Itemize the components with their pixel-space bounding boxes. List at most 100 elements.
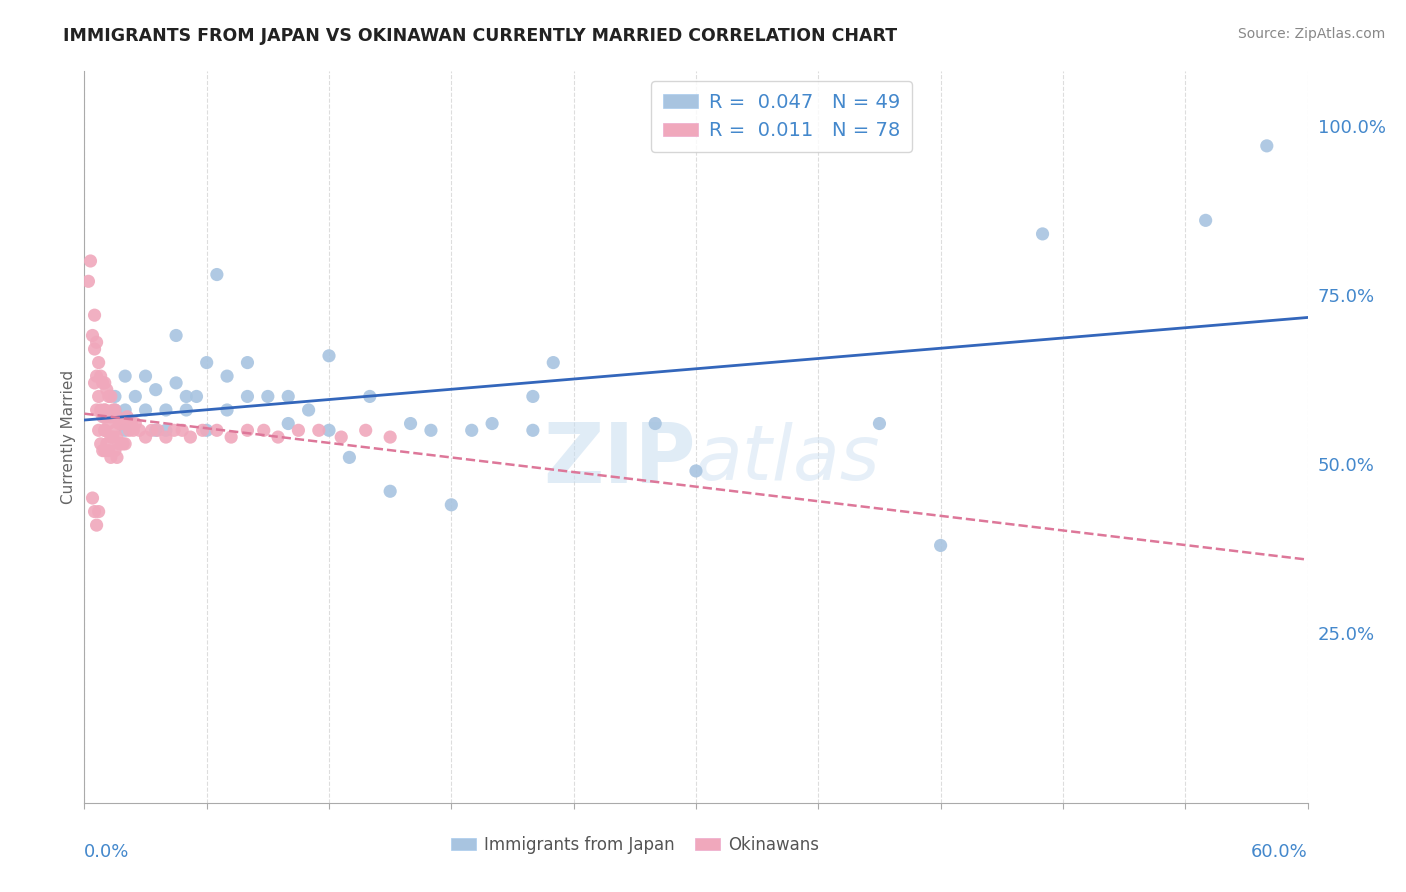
Point [93, 443, 115, 458]
Point [122, 423, 145, 437]
Point [145, 423, 167, 437]
Point [318, 349, 340, 363]
Point [86, 403, 108, 417]
Point [179, 430, 201, 444]
Point [104, 423, 127, 437]
Point [100, 389, 122, 403]
Point [101, 430, 124, 444]
Point [93, 403, 115, 417]
Point [93, 423, 115, 437]
Point [359, 389, 381, 403]
Point [97, 417, 120, 431]
Point [287, 423, 309, 437]
Point [110, 437, 132, 451]
Point [318, 423, 340, 437]
Point [124, 389, 146, 403]
Point [93, 409, 115, 424]
Point [97, 389, 120, 403]
Text: IMMIGRANTS FROM JAPAN VS OKINAWAN CURRENTLY MARRIED CORRELATION CHART: IMMIGRANTS FROM JAPAN VS OKINAWAN CURREN… [63, 27, 897, 45]
Point [172, 423, 194, 437]
Point [83, 342, 105, 356]
Point [195, 423, 218, 437]
Point [1256, 139, 1278, 153]
Point [330, 430, 353, 444]
Point [96, 437, 118, 451]
Point [87, 423, 110, 437]
Point [104, 443, 127, 458]
Point [165, 376, 187, 390]
Point [86, 335, 108, 350]
Point [91, 376, 114, 390]
Point [110, 417, 132, 431]
Point [644, 417, 666, 431]
Point [929, 538, 952, 552]
Point [277, 389, 299, 403]
Point [114, 403, 136, 417]
Point [83, 505, 105, 519]
Text: 60.0%: 60.0% [1251, 843, 1308, 861]
Point [82, 328, 104, 343]
Point [685, 464, 707, 478]
Point [543, 355, 565, 369]
Point [267, 430, 290, 444]
Point [93, 376, 115, 390]
Point [100, 409, 122, 424]
Point [522, 389, 544, 403]
Point [101, 403, 124, 417]
Point [481, 417, 503, 431]
Point [522, 423, 544, 437]
Point [380, 430, 402, 444]
Point [135, 403, 157, 417]
Point [339, 450, 361, 465]
Point [420, 423, 443, 437]
Point [108, 437, 131, 451]
Point [114, 417, 136, 431]
Point [869, 417, 891, 431]
Point [236, 355, 259, 369]
Point [104, 403, 127, 417]
Point [86, 369, 108, 384]
Point [298, 403, 321, 417]
Point [112, 437, 135, 451]
Point [155, 403, 177, 417]
Point [108, 417, 131, 431]
Point [195, 355, 218, 369]
Point [124, 417, 146, 431]
Point [105, 409, 128, 424]
Point [440, 498, 463, 512]
Point [105, 430, 128, 444]
Point [82, 491, 104, 505]
Point [104, 389, 127, 403]
Point [174, 389, 197, 403]
Point [1032, 227, 1054, 241]
Point [118, 423, 141, 437]
Point [217, 369, 239, 384]
Point [105, 450, 128, 465]
Point [205, 423, 228, 437]
Point [155, 423, 177, 437]
Point [155, 430, 177, 444]
Text: ZIP: ZIP [544, 418, 696, 500]
Point [308, 423, 330, 437]
Point [115, 409, 138, 424]
Text: 0.0%: 0.0% [84, 843, 129, 861]
Point [163, 423, 186, 437]
Point [219, 430, 242, 444]
Point [354, 423, 377, 437]
Point [86, 518, 108, 533]
Legend: Immigrants from Japan, Okinawans: Immigrants from Japan, Okinawans [444, 829, 825, 860]
Point [96, 409, 118, 424]
Point [399, 417, 422, 431]
Point [135, 430, 157, 444]
Point [97, 443, 120, 458]
Point [146, 423, 169, 437]
Point [141, 423, 163, 437]
Point [83, 376, 105, 390]
Point [128, 423, 150, 437]
Point [236, 389, 259, 403]
Point [90, 437, 112, 451]
Point [165, 328, 187, 343]
Point [236, 423, 259, 437]
Point [93, 423, 115, 437]
Point [174, 403, 197, 417]
